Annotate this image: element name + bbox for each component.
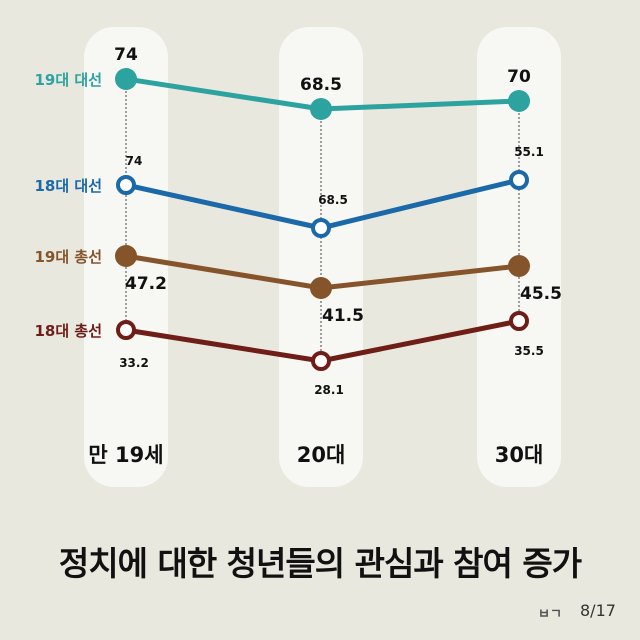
data-point (116, 175, 136, 195)
category-label: 20대 (297, 443, 346, 467)
category-label: 만 19세 (88, 443, 163, 467)
data-point (310, 277, 332, 299)
data-label: 41.5 (322, 306, 364, 326)
data-label: 74 (114, 45, 138, 65)
legend-label: 19대 총선 (35, 248, 103, 266)
data-point (509, 311, 529, 331)
data-point (508, 90, 530, 112)
data-label: 45.5 (520, 284, 562, 304)
data-label: 68.5 (318, 193, 348, 207)
data-label: 55.1 (514, 145, 544, 159)
data-point (115, 68, 137, 90)
data-point (508, 255, 530, 277)
category-label: 30대 (495, 443, 544, 467)
page-number: 8/17 (580, 601, 616, 620)
data-label: 28.1 (314, 383, 344, 397)
data-label: 47.2 (125, 274, 167, 294)
data-point (310, 98, 332, 120)
data-point (509, 170, 529, 190)
data-point (115, 245, 137, 267)
data-label: 33.2 (119, 356, 149, 370)
data-label: 68.5 (300, 75, 342, 95)
data-label: 35.5 (514, 344, 544, 358)
caption: 정치에 대한 청년들의 관심과 참여 증가 (58, 544, 582, 583)
data-label: 74 (126, 154, 143, 168)
data-point (311, 218, 331, 238)
publisher-logo: ㅂㄱ (538, 607, 562, 622)
legend-label: 19대 대선 (35, 71, 103, 89)
legend-label: 18대 대선 (35, 177, 103, 195)
legend-label: 18대 총선 (35, 322, 103, 340)
data-label: 70 (507, 67, 531, 87)
data-point (311, 351, 331, 371)
data-point (116, 320, 136, 340)
